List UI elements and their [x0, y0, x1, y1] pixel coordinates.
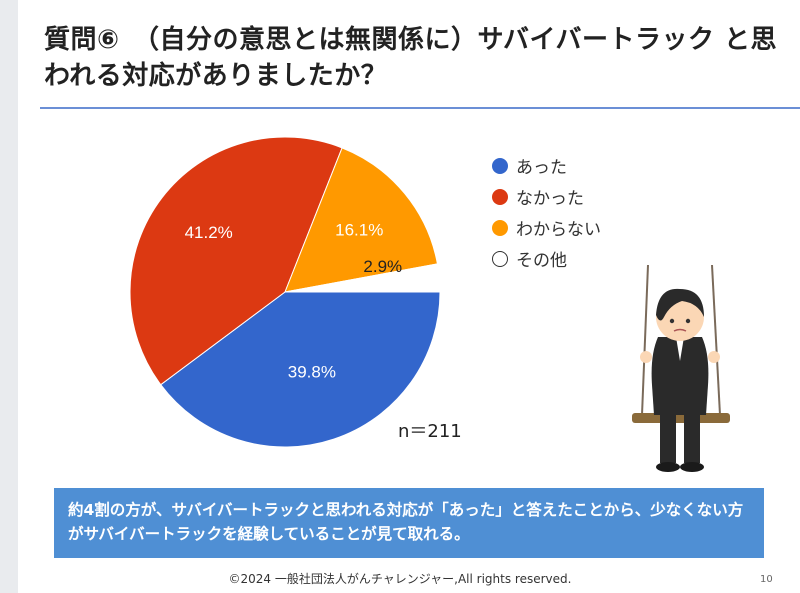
pie-label-nakatta: 41.2%: [185, 223, 233, 242]
left-margin-bar: [0, 0, 18, 593]
swing-person-illustration: [632, 265, 730, 472]
legend-label-wakaranai: わからない: [516, 220, 601, 240]
sample-size-label: n＝211: [398, 421, 462, 442]
pie-label-atta: 39.8%: [288, 362, 336, 381]
summary-box: 約4割の方が、サバイバートラックと思われる対応が「あった」と答えたことから、少な…: [54, 488, 764, 558]
page-number: 10: [760, 574, 773, 585]
legend-item-wakaranai: わからない: [492, 212, 601, 243]
legend-swatch-atta: [492, 157, 508, 174]
pie-chart: 39.8% 41.2% 16.1% 2.9%: [129, 136, 441, 448]
legend-label-atta: あった: [516, 158, 567, 178]
pie-label-sonota: 2.9%: [363, 257, 402, 276]
copyright-footer: ©2024 一般社団法人がんチャレンジャー,All rights reserve…: [228, 572, 572, 586]
pie-label-wakaranai: 16.1%: [335, 220, 383, 239]
pie-slice-nakatta: [129, 136, 343, 386]
chart-legend: あった なかった わからない その他: [492, 150, 601, 274]
legend-item-sonota: その他: [492, 243, 601, 274]
legend-label-sonota: その他: [516, 251, 567, 271]
title-divider: [40, 107, 800, 109]
pie-slice-atta: [160, 291, 441, 448]
legend-item-nakatta: なかった: [492, 181, 601, 212]
legend-swatch-sonota: [492, 250, 508, 267]
pie-slice-sonota: [284, 263, 441, 293]
legend-label-nakatta: なかった: [516, 189, 584, 209]
slide-title: 質問⑥ （自分の意思とは無関係に）サバイバートラック と思われる対応がありました…: [44, 25, 778, 91]
pie-slice-wakaranai: [284, 147, 439, 293]
legend-swatch-wakaranai: [492, 219, 508, 236]
legend-swatch-nakatta: [492, 188, 508, 205]
legend-item-atta: あった: [492, 150, 601, 181]
